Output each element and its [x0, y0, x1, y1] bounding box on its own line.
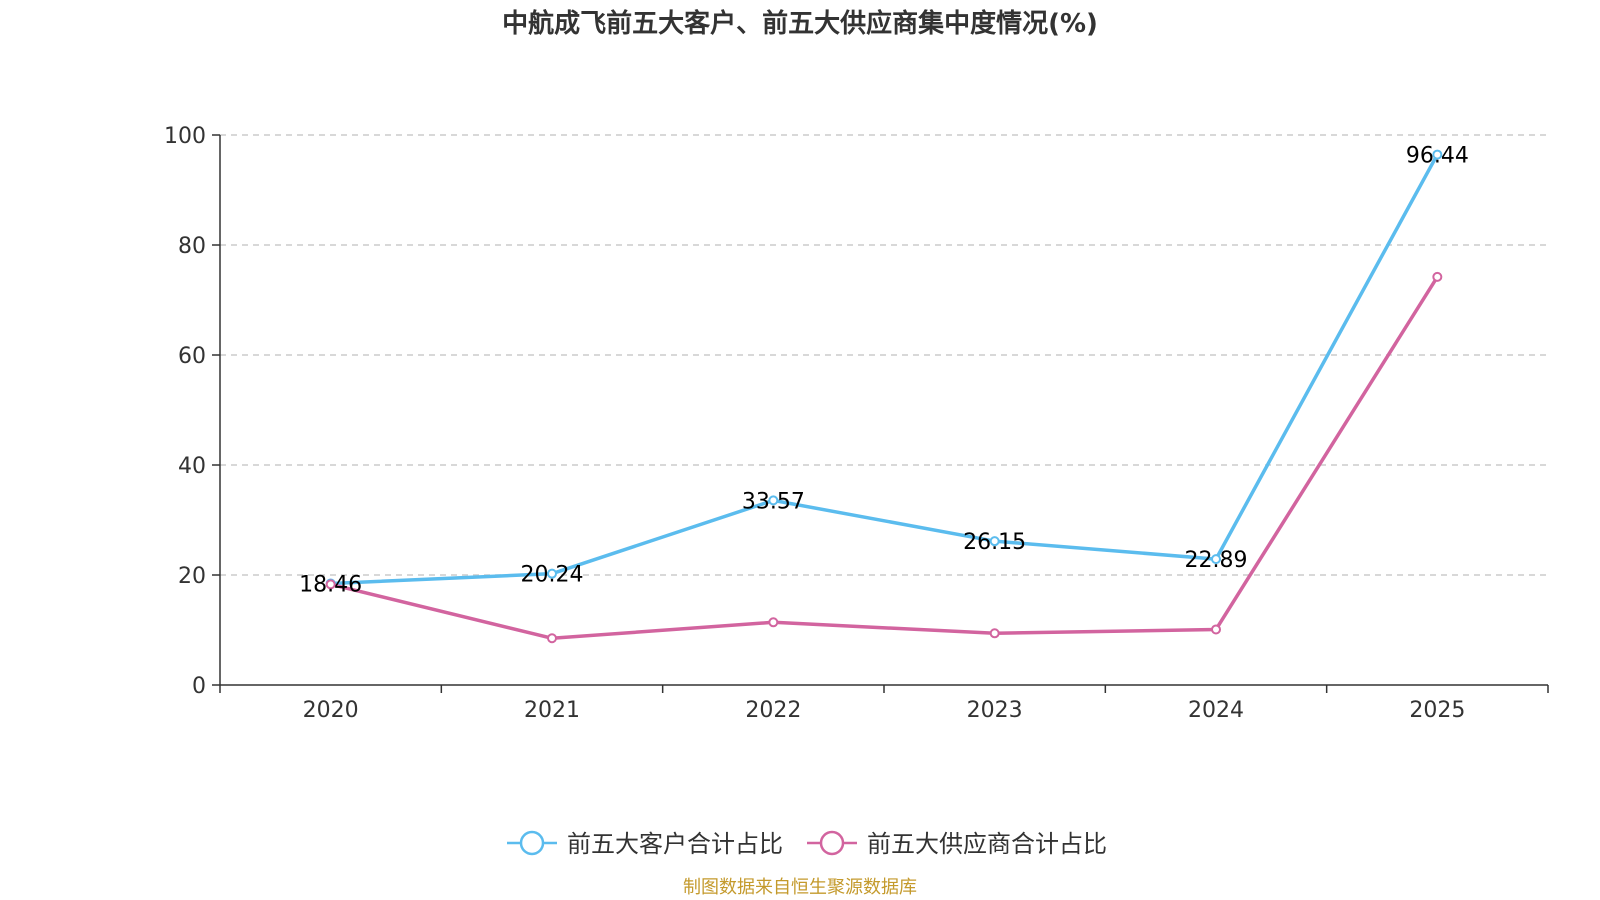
x-tick-label: 2021	[524, 698, 580, 723]
legend-label-1: 前五大客户合计占比	[567, 830, 783, 858]
series-2-point	[1211, 624, 1221, 635]
x-tick-label: 2024	[1188, 698, 1244, 723]
legend-item-2[interactable]: 前五大供应商合计占比	[807, 830, 1107, 858]
data-label: 20.24	[521, 563, 584, 588]
x-tick-label: 2025	[1409, 698, 1465, 723]
series-1-point	[1432, 149, 1443, 160]
x-tick-label: 2022	[745, 698, 801, 723]
data-label: 26.15	[963, 530, 1026, 555]
legend-marker-icon	[819, 830, 845, 856]
legend-marker-icon	[519, 830, 545, 856]
series-1-point	[768, 495, 779, 506]
legend-label-2: 前五大供应商合计占比	[867, 830, 1107, 858]
series	[325, 149, 1443, 644]
data-label: 33.57	[742, 489, 805, 514]
chart-title: 中航成飞前五大客户、前五大供应商集中度情况(%)	[502, 8, 1098, 39]
data-label: 18.46	[299, 572, 362, 597]
legend-item-1[interactable]: 前五大客户合计占比	[507, 830, 783, 858]
x-tick-label: 2020	[303, 698, 359, 723]
y-tick-label: 40	[178, 454, 206, 479]
y-tick-label: 100	[164, 124, 206, 149]
y-tick-label: 60	[178, 344, 206, 369]
series-1-point	[1211, 554, 1221, 565]
legend[interactable]: 前五大客户合计占比 前五大供应商合计占比	[507, 830, 1107, 858]
series-line-1	[330, 153, 1439, 586]
data-labels: 18.46 20.24 33.57 26.15 22.89 96.44	[299, 144, 1469, 598]
data-label: 96.44	[1406, 144, 1469, 169]
series-2-point	[547, 633, 557, 644]
x-tick-label: 2023	[967, 698, 1023, 723]
y-tick-label: 0	[192, 674, 206, 699]
series-2-point	[1432, 271, 1443, 282]
grid	[220, 134, 1548, 576]
series-2-point	[325, 579, 336, 590]
series-line-2	[330, 275, 1439, 640]
series-2-point	[768, 617, 779, 628]
series-1-point	[989, 536, 1000, 547]
y-tick-label: 80	[178, 234, 206, 259]
series-2-point	[989, 628, 1000, 639]
source-note: 制图数据来自恒生聚源数据库	[683, 877, 917, 898]
series-1-point	[547, 568, 557, 579]
data-label: 22.89	[1185, 548, 1248, 573]
axes: 0 20 40 60 80 100 2020 2021 2022 2023 2024 2025	[164, 124, 1549, 723]
y-tick-label: 20	[178, 564, 206, 589]
